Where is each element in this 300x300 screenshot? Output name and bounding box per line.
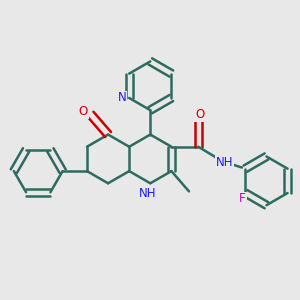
Text: NH: NH	[216, 156, 233, 169]
Text: O: O	[79, 105, 88, 118]
Text: F: F	[239, 193, 246, 206]
Text: O: O	[195, 108, 204, 121]
Text: N: N	[117, 92, 126, 104]
Text: NH: NH	[139, 187, 156, 200]
